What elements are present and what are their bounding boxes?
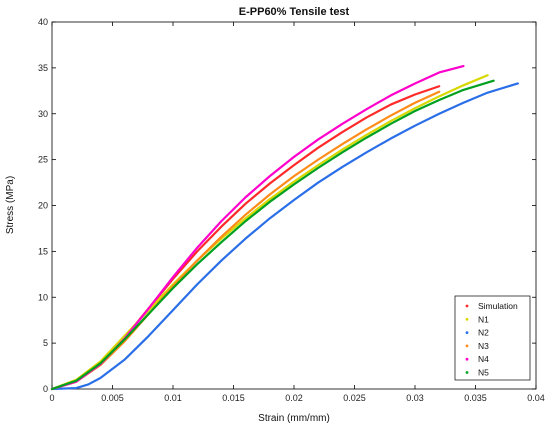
legend-label-n4: N4 (478, 354, 489, 364)
y-tick-label: 40 (38, 17, 48, 27)
series-line-n2 (50, 82, 519, 391)
x-axis-title: Strain (mm/mm) (258, 413, 330, 424)
y-axis-ticks: 0 5 10 15 20 25 30 35 40 (38, 17, 536, 394)
y-tick-label: 25 (38, 155, 48, 165)
legend-label-n1: N1 (478, 314, 489, 324)
legend-marker-simulation (465, 304, 469, 308)
legend-marker-n4 (465, 357, 469, 361)
x-axis-ticks: 0 0.005 0.01 0.015 0.02 0.025 0.03 0.035 0.04 (49, 22, 545, 403)
y-tick-label: 10 (38, 292, 48, 302)
legend-marker-n1 (465, 317, 469, 321)
legend-label-n3: N3 (478, 341, 489, 351)
y-tick-label: 20 (38, 201, 48, 211)
legend-marker-n3 (465, 344, 469, 348)
y-tick-label: 35 (38, 63, 48, 73)
legend-label-simulation: Simulation (478, 301, 518, 311)
legend-marker-n5 (465, 371, 469, 374)
x-tick-label: 0.025 (343, 393, 366, 403)
series-line-n3 (50, 90, 441, 391)
x-tick-label: 0.005 (101, 393, 124, 403)
x-tick-label: 0.03 (406, 393, 424, 403)
series-lines (50, 64, 519, 391)
x-tick-label: 0.01 (164, 393, 182, 403)
x-tick-label: 0 (49, 393, 54, 403)
legend-label-n5: N5 (478, 368, 489, 378)
x-tick-label: 0.015 (222, 393, 245, 403)
series-line-n1 (50, 74, 489, 391)
series-line-n5 (50, 79, 495, 391)
legend-box (454, 295, 531, 381)
x-tick-label: 0.04 (527, 393, 545, 403)
y-tick-label: 5 (43, 338, 48, 348)
y-tick-label: 30 (38, 109, 48, 119)
y-tick-label: 15 (38, 246, 48, 256)
y-axis-title: Stress (MPa) (5, 176, 16, 234)
legend-label-n2: N2 (478, 328, 489, 338)
chart-title: E-PP60% Tensile test (239, 6, 350, 18)
legend-marker-n2 (465, 331, 469, 334)
x-tick-label: 0.035 (464, 393, 487, 403)
x-tick-label: 0.02 (285, 393, 303, 403)
legend: Simulation N1 N2 N3 N4 N5 (454, 295, 531, 381)
y-tick-label: 0 (43, 384, 48, 394)
